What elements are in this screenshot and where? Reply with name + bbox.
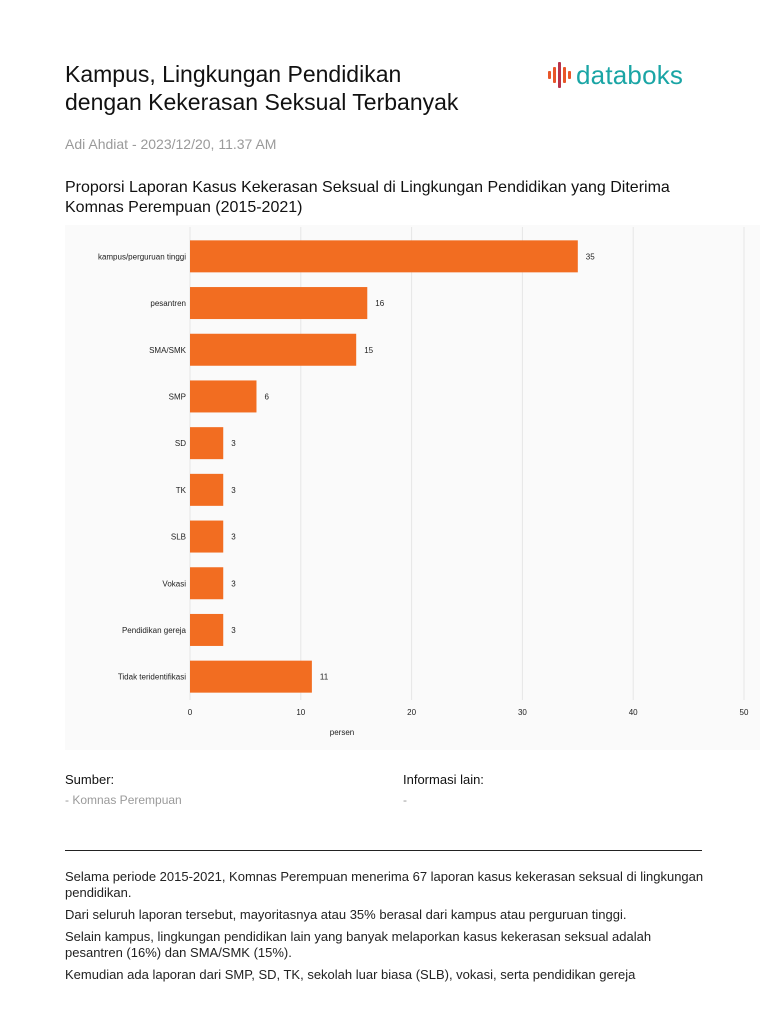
article-title: Kampus, Lingkungan Pendidikan dengan Kek… [65,60,535,116]
chart-title: Proporsi Laporan Kasus Kekerasan Seksual… [65,179,670,216]
x-tick-label: 0 [188,708,193,717]
value-label: 16 [375,299,384,308]
bar [190,427,224,460]
article-body: Selama periode 2015-2021, Komnas Perempu… [65,869,710,989]
bar [190,567,224,600]
byline: Adi Ahdiat - 2023/12/20, 11.37 AM [65,136,277,152]
x-tick-label: 40 [629,708,638,717]
chart-area: 0 10 20 30 40 50 kampus/perguruan tinggi 35 pesa… [65,225,760,750]
value-label: 3 [231,439,236,448]
category-label: TK [176,486,187,495]
value-label: 3 [231,486,236,495]
value-label: 15 [364,346,373,355]
brand-name: databoks [576,59,684,90]
paragraph-4: Kemudian ada laporan dari SMP, SD, TK, s… [65,967,636,982]
x-axis-title: persen [330,728,354,737]
info-heading: Informasi lain: [403,772,484,787]
value-label: 35 [586,252,595,261]
bar [190,473,224,506]
category-label: SMA/SMK [149,346,187,355]
databoks-logo[interactable]: databoks [548,58,683,92]
databoks-bars-icon [548,62,571,88]
value-label: 11 [320,673,329,682]
value-label: 3 [231,533,236,542]
value-label: 3 [231,626,236,635]
paragraph-1: Selama periode 2015-2021, Komnas Perempu… [65,869,704,900]
bar [190,287,368,320]
category-label: Vokasi [162,579,186,588]
category-label: Pendidikan gereja [122,626,187,635]
bar [190,380,257,413]
divider [65,850,702,851]
category-label: SMP [169,392,186,401]
value-label: 6 [264,392,269,401]
bar [190,613,224,646]
bar-chart: 0 10 20 30 40 50 kampus/perguruan tinggi 35 pesa… [98,227,749,737]
bar [190,333,357,366]
paragraph-3: Selain kampus, lingkungan pendidikan lai… [65,929,652,960]
source-link[interactable]: - Komnas Perempuan [65,793,182,807]
info-value: - [403,793,407,807]
x-tick-label: 50 [740,708,749,717]
title-line-2: dengan Kekerasan Seksual Terbanyak [65,89,459,115]
x-tick-label: 10 [296,708,305,717]
bar [190,520,224,553]
paragraph-2: Dari seluruh laporan tersebut, mayoritas… [65,907,627,922]
value-label: 3 [231,579,236,588]
category-label: SD [175,439,186,448]
category-label: Tidak teridentifikasi [118,673,186,682]
x-tick-label: 30 [518,708,527,717]
category-label: kampus/perguruan tinggi [98,252,186,261]
title-line-1: Kampus, Lingkungan Pendidikan [65,61,402,87]
x-tick-label: 20 [407,708,416,717]
source-heading: Sumber: [65,772,115,787]
category-label: pesantren [150,299,186,308]
bar [190,240,578,273]
bar [190,660,312,693]
category-label: SLB [171,533,186,542]
